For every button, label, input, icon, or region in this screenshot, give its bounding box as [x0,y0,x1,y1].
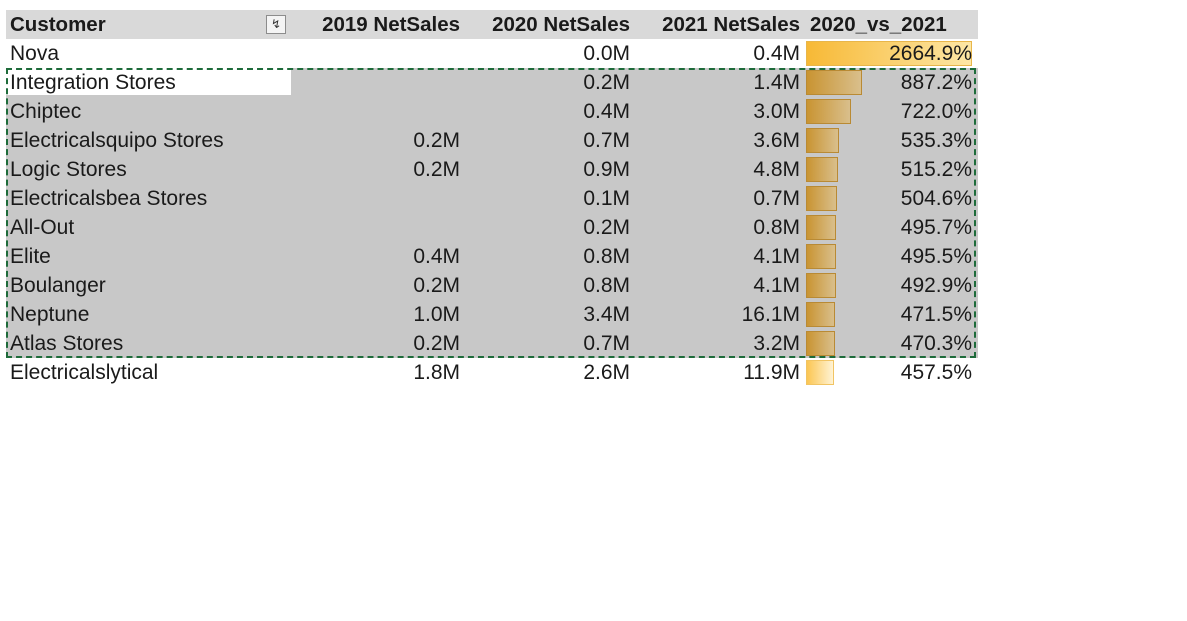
table-row[interactable]: Boulanger 0.2M 0.8M 4.1M 492.9% [6,271,978,300]
cell-2019-netsales[interactable]: 1.0M [413,303,460,326]
cell-2020-vs-2021[interactable]: 722.0% [900,100,972,123]
header-row: Customer ↯ 2019 NetSales 2020 NetSales 2… [6,10,978,39]
cell-2020-netsales[interactable]: 0.9M [583,158,630,181]
data-bar [806,99,851,124]
table-row[interactable]: Logic Stores 0.2M 0.9M 4.8M 515.2% [6,155,978,184]
cell-2020-netsales[interactable]: 0.2M [583,216,630,239]
table-row[interactable]: Electricalslytical 1.8M 2.6M 11.9M 457.5% [6,358,978,387]
cell-customer[interactable]: Nova [10,42,60,65]
cell-2020-vs-2021[interactable]: 457.5% [900,361,972,384]
cell-2020-netsales[interactable]: 0.4M [583,100,630,123]
cell-2019-netsales[interactable] [296,39,460,68]
cell-customer[interactable]: Atlas Stores [10,332,124,355]
table-row[interactable]: Integration Stores 0.2M 1.4M 887.2% [6,68,978,97]
cell-2020-netsales[interactable]: 0.7M [583,332,630,355]
cell-customer[interactable]: Elite [10,245,51,268]
table-row[interactable]: Chiptec 0.4M 3.0M 722.0% [6,97,978,126]
table-row[interactable]: Neptune 1.0M 3.4M 16.1M 471.5% [6,300,978,329]
cell-2021-netsales[interactable]: 0.4M [753,42,800,65]
cell-customer[interactable]: Logic Stores [10,158,127,181]
cell-2021-netsales[interactable]: 3.0M [753,100,800,123]
data-bar [806,331,835,356]
cell-2020-vs-2021[interactable]: 495.5% [900,245,972,268]
cell-2019-netsales[interactable]: 0.2M [413,158,460,181]
data-bar [806,360,834,385]
cell-2020-netsales[interactable]: 3.4M [583,303,630,326]
cell-2020-vs-2021[interactable]: 515.2% [900,158,972,181]
cell-2020-netsales[interactable]: 0.0M [583,42,630,65]
table-row[interactable]: Elite 0.4M 0.8M 4.1M 495.5% [6,242,978,271]
cell-2021-netsales[interactable]: 4.1M [753,245,800,268]
table-body: Nova 0.0M 0.4M 2664.9% Integration Stores 0.2… [6,39,978,387]
data-bar [806,244,836,269]
table-row[interactable]: Nova 0.0M 0.4M 2664.9% [6,39,978,68]
cell-customer[interactable]: Electricalslytical [10,361,159,384]
data-bar [806,186,837,211]
cell-customer[interactable]: Electricalsquipo Stores [10,129,224,152]
cell-2019-netsales[interactable]: 0.2M [413,332,460,355]
active-cell[interactable] [6,68,291,95]
data-bar [806,70,862,95]
cell-2021-netsales[interactable]: 4.8M [753,158,800,181]
cell-2021-netsales[interactable]: 4.1M [753,274,800,297]
cell-customer[interactable]: All-Out [10,216,75,239]
cell-2020-vs-2021[interactable]: 470.3% [900,332,972,355]
cell-2021-netsales[interactable]: 11.9M [743,361,800,384]
cell-2021-netsales[interactable]: 0.8M [753,216,800,239]
cell-customer[interactable]: Neptune [10,303,90,326]
cell-2021-netsales[interactable]: 16.1M [741,303,800,326]
header-2021-netsales[interactable]: 2021 NetSales [662,13,800,36]
header-2020-vs-2021[interactable]: 2020_vs_2021 [810,13,947,36]
cell-2020-vs-2021[interactable]: 471.5% [900,303,972,326]
cell-2021-netsales[interactable]: 1.4M [753,71,800,94]
cell-2019-netsales[interactable] [296,184,460,213]
cell-customer[interactable]: Chiptec [10,100,82,123]
cell-customer[interactable]: Electricalsbea Stores [10,187,208,210]
table-row[interactable]: Atlas Stores 0.2M 0.7M 3.2M 470.3% [6,329,978,358]
cell-2021-netsales[interactable]: 3.2M [753,332,800,355]
cell-2020-vs-2021[interactable]: 504.6% [900,187,972,210]
cell-2020-netsales[interactable]: 0.7M [583,129,630,152]
pivot-table: Customer ↯ 2019 NetSales 2020 NetSales 2… [6,10,978,387]
data-bar [806,128,839,153]
cell-2020-netsales[interactable]: 0.2M [583,71,630,94]
cell-2020-netsales[interactable]: 0.1M [583,187,630,210]
data-bar [806,215,836,240]
cell-2019-netsales[interactable]: 0.2M [413,274,460,297]
cell-customer[interactable]: Integration Stores [10,71,176,94]
cell-2020-vs-2021[interactable]: 492.9% [900,274,972,297]
data-bar [806,273,836,298]
cell-2020-netsales[interactable]: 0.8M [583,274,630,297]
header-2019-netsales[interactable]: 2019 NetSales [322,13,460,36]
cell-2021-netsales[interactable]: 0.7M [753,187,800,210]
cell-2020-vs-2021[interactable]: 535.3% [900,129,972,152]
cell-2020-vs-2021[interactable]: 887.2% [900,71,972,94]
cell-2019-netsales[interactable] [296,97,460,126]
cell-2019-netsales[interactable] [296,213,460,242]
data-bar [806,41,972,66]
cell-2021-netsales[interactable]: 3.6M [753,129,800,152]
cell-2020-netsales[interactable]: 2.6M [583,361,630,384]
header-customer[interactable]: Customer [10,13,106,36]
data-bar [806,302,835,327]
table-row[interactable]: Electricalsquipo Stores 0.2M 0.7M 3.6M 535.3… [6,126,978,155]
cell-2019-netsales[interactable] [296,68,460,97]
cell-customer[interactable]: Boulanger [10,274,106,297]
header-2020-netsales[interactable]: 2020 NetSales [492,13,630,36]
cell-2019-netsales[interactable]: 1.8M [413,361,460,384]
table-row[interactable]: Electricalsbea Stores 0.1M 0.7M 504.6% [6,184,978,213]
data-bar [806,157,838,182]
cell-2020-netsales[interactable]: 0.8M [583,245,630,268]
table-row[interactable]: All-Out 0.2M 0.8M 495.7% [6,213,978,242]
cell-2020-vs-2021[interactable]: 2664.9% [889,42,972,65]
sort-descending-filter-icon[interactable]: ↯ [266,15,286,34]
cell-2019-netsales[interactable]: 0.4M [413,245,460,268]
cell-2020-vs-2021[interactable]: 495.7% [900,216,972,239]
cell-2019-netsales[interactable]: 0.2M [413,129,460,152]
